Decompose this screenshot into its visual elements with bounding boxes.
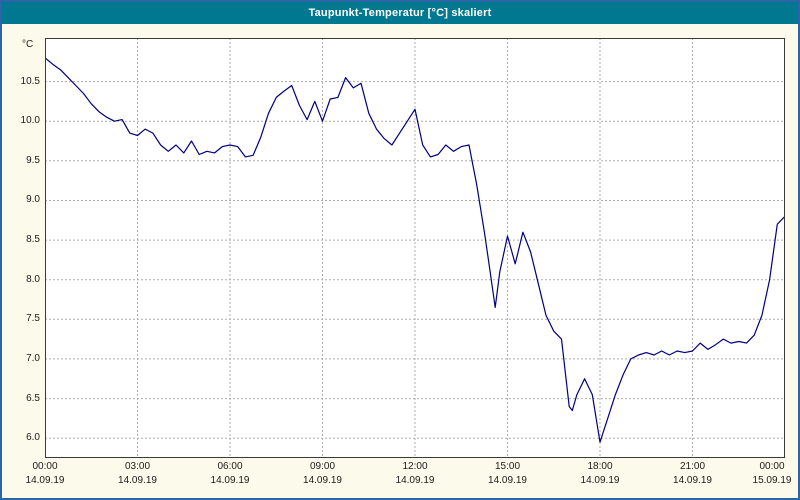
x-tick-date: 14.09.19 (580, 475, 620, 486)
chart-plot-area (45, 38, 785, 458)
x-tick-label: 00:00 14.09.19 (19, 461, 71, 487)
y-tick-label: 10.5 (20, 75, 40, 87)
window-title: Taupunkt-Temperatur [°C] skaliert (308, 7, 492, 19)
y-axis-unit-label: °C (22, 39, 34, 50)
x-tick-date: 14.09.19 (303, 475, 342, 486)
y-tick-label: 6.0 (26, 432, 40, 444)
x-tick-date: 14.09.19 (25, 475, 65, 486)
y-tick-label: 7.5 (26, 313, 40, 325)
y-tick-label: 9.0 (26, 194, 40, 206)
x-tick-time: 18:00 (587, 461, 613, 472)
y-tick-label: 9.5 (26, 154, 40, 166)
x-tick-label: 06:00 14.09.19 (204, 461, 256, 487)
x-tick-date: 14.09.19 (673, 475, 712, 486)
x-tick-time: 03:00 (124, 461, 151, 472)
x-tick-time: 21:00 (679, 461, 706, 472)
x-tick-date: 14.09.19 (395, 475, 435, 486)
y-tick-label: 7.0 (26, 352, 40, 364)
plot-border (45, 38, 785, 458)
x-tick-date: 14.09.19 (210, 475, 250, 486)
x-tick-date: 14.09.19 (118, 475, 157, 486)
x-tick-label: 18:00 14.09.19 (574, 461, 626, 487)
x-tick-label: 12:00 14.09.19 (389, 461, 441, 487)
x-tick-time: 09:00 (309, 461, 336, 472)
x-tick-date: 14.09.19 (488, 475, 527, 486)
x-tick-date: 15.09.19 (752, 475, 792, 486)
x-tick-time: 06:00 (217, 461, 243, 472)
y-tick-label: 8.5 (26, 234, 40, 246)
window-titlebar: Taupunkt-Temperatur [°C] skaliert (2, 2, 798, 24)
x-tick-time: 15:00 (494, 461, 521, 472)
y-tick-label: 8.0 (26, 273, 40, 285)
x-tick-time: 00:00 (32, 461, 58, 472)
x-tick-label: 00:00 15.09.19 (746, 461, 798, 487)
y-tick-label: 10.0 (20, 115, 40, 127)
x-tick-label: 03:00 14.09.19 (112, 461, 164, 487)
x-tick-time: 00:00 (759, 461, 785, 472)
dewpoint-series-line (45, 57, 785, 443)
x-tick-label: 15:00 14.09.19 (482, 461, 534, 487)
y-tick-label: 6.5 (26, 392, 40, 404)
x-tick-time: 12:00 (402, 461, 428, 472)
x-tick-label: 21:00 14.09.19 (667, 461, 719, 487)
x-tick-label: 09:00 14.09.19 (297, 461, 349, 487)
